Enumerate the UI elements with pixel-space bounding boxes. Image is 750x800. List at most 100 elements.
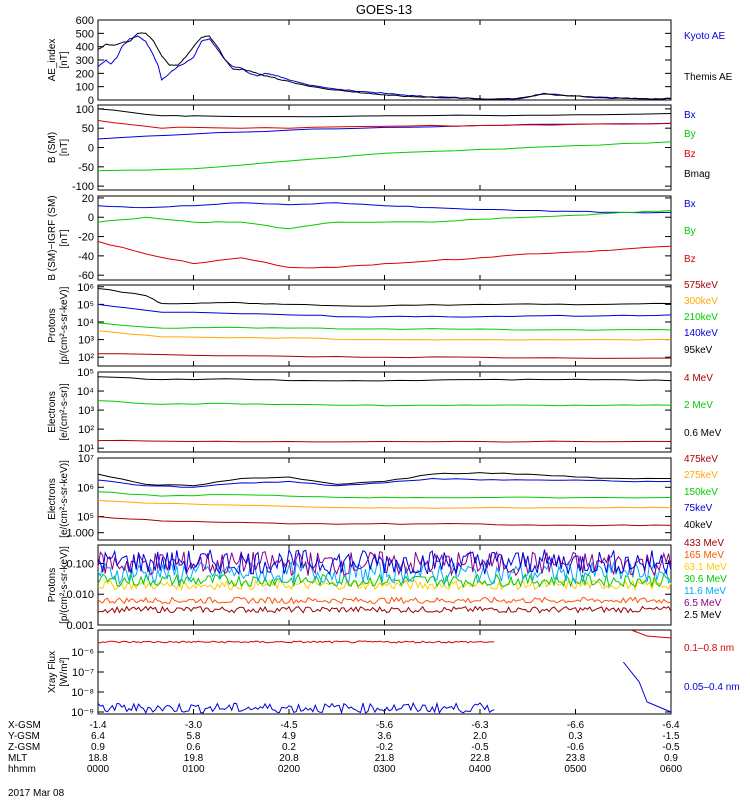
footer-cell: -0.2 bbox=[376, 742, 394, 753]
series-line bbox=[97, 122, 672, 140]
y-tick-label: 10⁻⁶ bbox=[71, 647, 94, 659]
series-line bbox=[97, 500, 672, 509]
y-axis-label: [p/(cm²-s-sr-keV)] bbox=[59, 546, 70, 624]
y-tick-label: 10⁻⁷ bbox=[72, 667, 94, 679]
series-line bbox=[97, 400, 672, 407]
footer-row-label: hhmm bbox=[8, 764, 36, 775]
footer-cell: -0.6 bbox=[567, 742, 585, 753]
footer-cell: -4.5 bbox=[280, 720, 298, 731]
y-tick-label: -20 bbox=[78, 232, 94, 244]
panel-7: 1.000 0.100 0.010 0.001 Protons [p/(cm²-s-sr-… bbox=[47, 528, 672, 632]
series-line bbox=[97, 640, 495, 644]
y-tick-label: 20 bbox=[82, 193, 94, 205]
series-line bbox=[97, 32, 672, 100]
footer-cell: 0600 bbox=[660, 764, 683, 775]
legend-e2: 2 MeV bbox=[684, 400, 713, 411]
series-line bbox=[97, 35, 672, 101]
legend-bz2: Bz bbox=[684, 254, 696, 265]
y-axis-label: [nT] bbox=[59, 229, 70, 246]
y-tick-label: 10³ bbox=[78, 335, 94, 347]
legend-ae: Kyoto AE Themis AE bbox=[684, 31, 733, 83]
legend-e06: 0.6 MeV bbox=[684, 428, 722, 439]
series-line bbox=[97, 605, 672, 614]
panel-2: -100 -50 0 50 100 B (SM) [nT] bbox=[47, 104, 672, 193]
y-tick-label: 200 bbox=[76, 68, 94, 80]
legend-by2: By bbox=[684, 226, 696, 237]
legend-p575: 575keV bbox=[684, 280, 718, 291]
y-axis-label: AE_index bbox=[47, 39, 58, 82]
series-line bbox=[97, 240, 672, 269]
y-tick-label: 10⁵ bbox=[77, 512, 94, 524]
panel-8: 10⁻⁹ 10⁻⁸ 10⁻⁷ 10⁻⁶ Xray Flux [W/m²] bbox=[47, 629, 672, 719]
legend-electrons2: 475keV 275keV 150keV 75keV 40keV bbox=[684, 454, 718, 531]
panel-frame bbox=[97, 104, 672, 191]
footer-cell: -1.4 bbox=[89, 720, 107, 731]
y-axis-label: B (SM)−IGRF (SM) bbox=[47, 195, 58, 280]
legend-by1: By bbox=[684, 129, 696, 140]
legend-p25: 2.5 MeV bbox=[684, 610, 722, 621]
legend-p95: 95keV bbox=[684, 345, 713, 356]
footer-cell: -3.0 bbox=[185, 720, 203, 731]
footer-row-label: X-GSM bbox=[8, 720, 41, 731]
panel-frame bbox=[97, 195, 672, 281]
legend-p433: 433 MeV bbox=[684, 538, 724, 549]
panel-frame bbox=[97, 371, 672, 453]
y-tick-label: 10² bbox=[78, 424, 94, 436]
legend-e4: 4 MeV bbox=[684, 373, 713, 384]
series-tail bbox=[622, 661, 672, 713]
panel-3: -60 -40 -20 0 20 B (SM)−IGRF (SM) [nT] bbox=[47, 193, 672, 282]
legend-p165: 165 MeV bbox=[684, 550, 724, 561]
series-line bbox=[97, 288, 672, 307]
y-tick-label: 10⁶ bbox=[77, 482, 94, 494]
legend-protons1: 575keV 300keV 210keV 140keV 95keV bbox=[684, 280, 718, 356]
y-tick-label: 50 bbox=[82, 123, 94, 135]
y-tick-label: 10⁷ bbox=[78, 453, 94, 465]
y-tick-label: 400 bbox=[76, 42, 94, 54]
legend-x2: 0.05–0.4 nm bbox=[684, 682, 740, 693]
y-tick-label: 100 bbox=[76, 104, 94, 116]
y-tick-label: 10³ bbox=[78, 405, 94, 417]
series-line bbox=[97, 573, 672, 588]
legend-protons2: 433 MeV 165 MeV 63.1 MeV 30.6 MeV 11.6 M… bbox=[684, 538, 727, 621]
y-tick-label: 0.100 bbox=[66, 558, 94, 570]
legend-e275: 275keV bbox=[684, 470, 718, 481]
legend-p116: 11.6 MeV bbox=[684, 586, 726, 597]
series-line bbox=[97, 322, 672, 331]
footer-cell: 19.8 bbox=[184, 753, 204, 764]
footer-cell: 22.8 bbox=[470, 753, 490, 764]
y-axis-label: Electrons bbox=[47, 391, 58, 433]
y-tick-label: 0.010 bbox=[66, 589, 94, 601]
y-tick-label: 10⁻⁹ bbox=[71, 707, 94, 719]
y-tick-label: 0.001 bbox=[66, 620, 94, 632]
y-tick-label: -50 bbox=[78, 162, 94, 174]
panel-4: 10² 10³ 10⁴ 10⁵ 10⁶ Protons [p/(cm²-s-sr-keV)] bbox=[47, 282, 672, 367]
y-tick-label: 10⁻⁸ bbox=[71, 687, 94, 699]
legend-p140: 140keV bbox=[684, 328, 718, 339]
footer-cell: -1.5 bbox=[662, 731, 680, 742]
footer-cell: 4.9 bbox=[282, 731, 296, 742]
series-line bbox=[97, 477, 672, 488]
series-line bbox=[97, 439, 672, 443]
footer-cell: 0100 bbox=[182, 764, 205, 775]
y-axis-label: Electrons bbox=[47, 478, 58, 520]
series-line bbox=[97, 303, 672, 318]
legend-bsm: Bx By Bz Bmag bbox=[684, 110, 710, 180]
legend-bmag: Bmag bbox=[684, 169, 710, 180]
y-tick-label: 0 bbox=[88, 143, 94, 155]
series-line bbox=[97, 596, 671, 605]
legend-bx2: Bx bbox=[684, 199, 696, 210]
footer-row-label: Y-GSM bbox=[8, 731, 40, 742]
y-tick-label: -40 bbox=[78, 251, 94, 263]
legend-p631: 63.1 MeV bbox=[684, 562, 727, 573]
footer-cell: 0.2 bbox=[282, 742, 296, 753]
legend-electrons1: 4 MeV 2 MeV 0.6 MeV bbox=[684, 373, 722, 439]
legend-x1: 0.1–0.8 nm bbox=[684, 643, 734, 654]
footer-cell: 0400 bbox=[469, 764, 492, 775]
series-line bbox=[97, 701, 495, 715]
footer-cell: 0.9 bbox=[91, 742, 105, 753]
legend-e475: 475keV bbox=[684, 454, 718, 465]
y-tick-label: 300 bbox=[76, 55, 94, 67]
y-tick-label: -100 bbox=[72, 181, 94, 193]
